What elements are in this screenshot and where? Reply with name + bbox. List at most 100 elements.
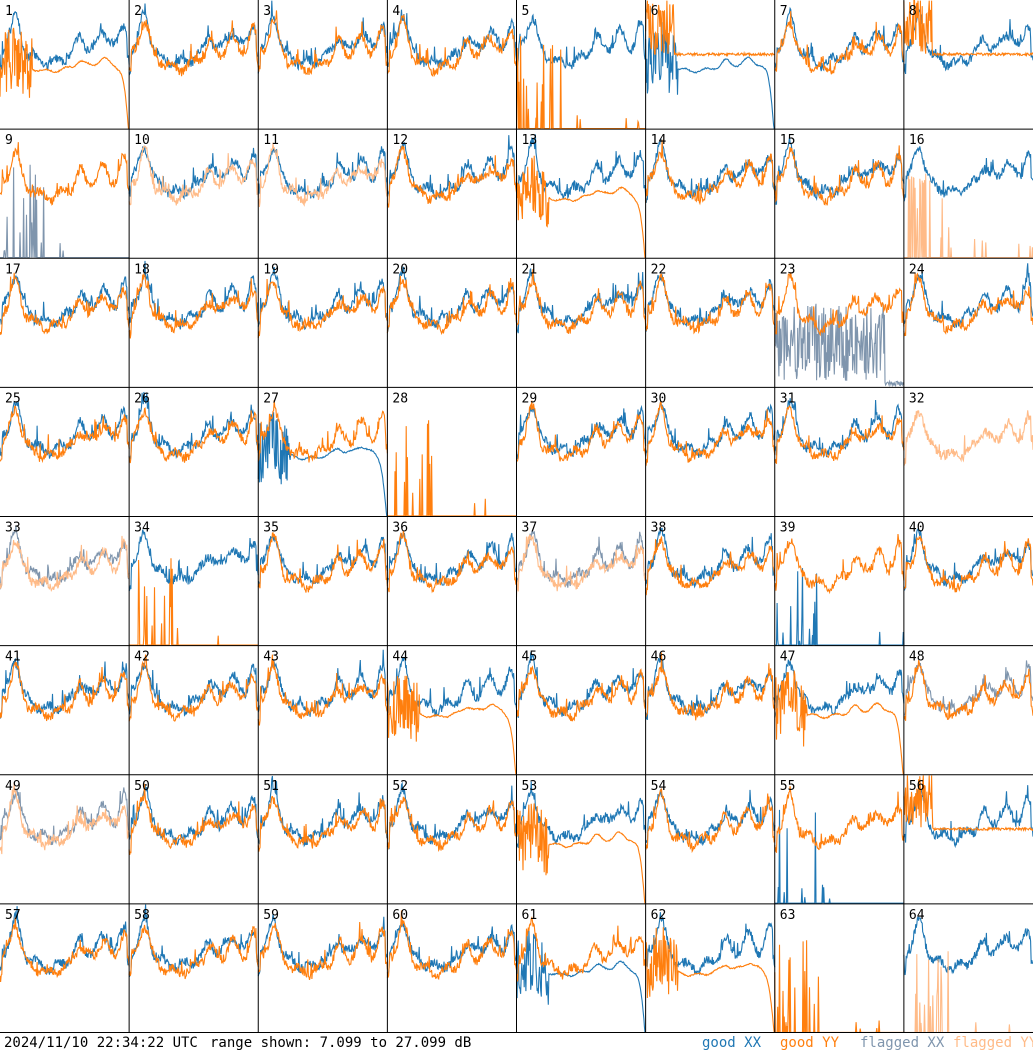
legend-good-yy: good YY xyxy=(780,1035,840,1051)
panel-label: 62 xyxy=(651,908,667,923)
series-yy-41 xyxy=(0,661,130,722)
panel-1: 1 xyxy=(0,4,130,130)
panel-60: 60 xyxy=(386,908,518,981)
timestamp-label: 2024/11/10 22:34:22 UTC xyxy=(4,1035,198,1051)
panel-3: 3 xyxy=(257,0,388,76)
series-yy-33 xyxy=(0,535,130,592)
series-yy-45 xyxy=(515,665,646,722)
panel-39: 39 xyxy=(774,521,905,646)
panel-62: 62 xyxy=(645,908,776,1033)
panel-10: 10 xyxy=(128,133,259,206)
series-yy-21 xyxy=(515,269,647,334)
panel-4: 4 xyxy=(386,4,518,78)
panel-15: 15 xyxy=(774,133,905,206)
panel-label: 59 xyxy=(263,908,279,923)
series-xx-24 xyxy=(903,263,1033,328)
series-yy-38 xyxy=(645,535,776,596)
series-yy-49 xyxy=(0,782,130,855)
series-yy-15 xyxy=(774,145,905,206)
panel-16: 16 xyxy=(903,133,1033,259)
panel-label: 28 xyxy=(392,391,408,406)
series-yy-19 xyxy=(257,278,388,338)
panel-54: 54 xyxy=(645,779,776,854)
panel-13: 13 xyxy=(515,133,647,259)
series-yy-2 xyxy=(128,19,259,77)
series-yy-14 xyxy=(645,139,776,206)
panel-11: 11 xyxy=(257,133,388,208)
panel-label: 13 xyxy=(522,133,538,148)
panel-label: 23 xyxy=(780,262,796,277)
panel-32: 32 xyxy=(903,391,1033,466)
panel-label: 58 xyxy=(134,908,150,923)
series-yy-29 xyxy=(516,400,647,463)
panel-label: 27 xyxy=(263,391,279,406)
series-xx-27 xyxy=(257,412,388,517)
series-xx-64 xyxy=(903,915,1033,976)
panel-22: 22 xyxy=(645,262,776,335)
panel-label: 53 xyxy=(522,779,538,794)
panel-label: 42 xyxy=(134,650,150,665)
panel-56: 56 xyxy=(903,775,1033,849)
series-yy-58 xyxy=(128,924,259,980)
panel-44: 44 xyxy=(386,650,518,776)
panel-55: 55 xyxy=(774,779,905,904)
panel-51: 51 xyxy=(257,775,388,852)
panel-34: 34 xyxy=(128,521,259,646)
panel-37: 37 xyxy=(515,521,647,598)
panel-30: 30 xyxy=(645,391,776,467)
panel-label: 26 xyxy=(134,391,150,406)
panel-label: 7 xyxy=(780,4,788,19)
panel-47: 47 xyxy=(774,650,905,776)
series-yy-42 xyxy=(128,654,259,722)
panel-label: 40 xyxy=(909,521,925,536)
panel-label: 47 xyxy=(780,650,796,665)
series-yy-43 xyxy=(257,654,388,726)
panel-label: 6 xyxy=(651,4,659,19)
panel-label: 18 xyxy=(134,262,150,277)
legend-flagged-yy: flagged YY xyxy=(953,1035,1033,1051)
panel-12: 12 xyxy=(386,133,518,208)
series-yy-48 xyxy=(903,660,1033,721)
series-yy-12 xyxy=(386,144,518,208)
series-xx-11 xyxy=(257,146,388,199)
panel-label: 15 xyxy=(780,133,796,148)
series-yy-53 xyxy=(515,803,646,905)
series-xx-49 xyxy=(0,787,130,846)
panel-label: 50 xyxy=(134,779,150,794)
series-yy-18 xyxy=(128,272,259,339)
panel-7: 7 xyxy=(774,4,905,75)
series-yy-62 xyxy=(645,927,775,1033)
series-xx-44 xyxy=(386,656,518,717)
panel-label: 25 xyxy=(5,391,21,406)
panel-42: 42 xyxy=(128,650,259,722)
series-xx-34 xyxy=(128,529,259,592)
series-yy-46 xyxy=(645,652,776,721)
series-xx-25 xyxy=(0,401,130,459)
panel-38: 38 xyxy=(645,521,776,596)
panel-63: 63 xyxy=(774,908,904,1033)
legend-good-xx: good XX xyxy=(702,1035,762,1051)
series-yy-1 xyxy=(0,27,130,130)
series-yy-63 xyxy=(774,940,904,1033)
series-xx-39 xyxy=(774,568,905,646)
panel-label: 46 xyxy=(651,650,667,665)
series-yy-51 xyxy=(257,795,388,852)
panel-label: 1 xyxy=(5,4,13,19)
panel-label: 24 xyxy=(909,262,925,277)
series-xx-62 xyxy=(645,912,776,976)
panel-19: 19 xyxy=(257,262,388,338)
panel-label: 43 xyxy=(263,650,279,665)
series-xx-14 xyxy=(645,138,776,203)
series-xx-53 xyxy=(515,781,647,849)
series-yy-11 xyxy=(257,142,388,208)
series-yy-24 xyxy=(903,272,1033,337)
series-yy-39 xyxy=(774,533,905,595)
panel-6: 6 xyxy=(645,0,775,130)
series-yy-4 xyxy=(386,14,517,78)
series-xx-42 xyxy=(128,662,259,717)
series-xx-3 xyxy=(257,0,388,74)
panel-48: 48 xyxy=(903,650,1033,721)
series-yy-5 xyxy=(515,36,646,130)
panel-label: 9 xyxy=(5,133,13,148)
series-yy-36 xyxy=(386,530,518,594)
